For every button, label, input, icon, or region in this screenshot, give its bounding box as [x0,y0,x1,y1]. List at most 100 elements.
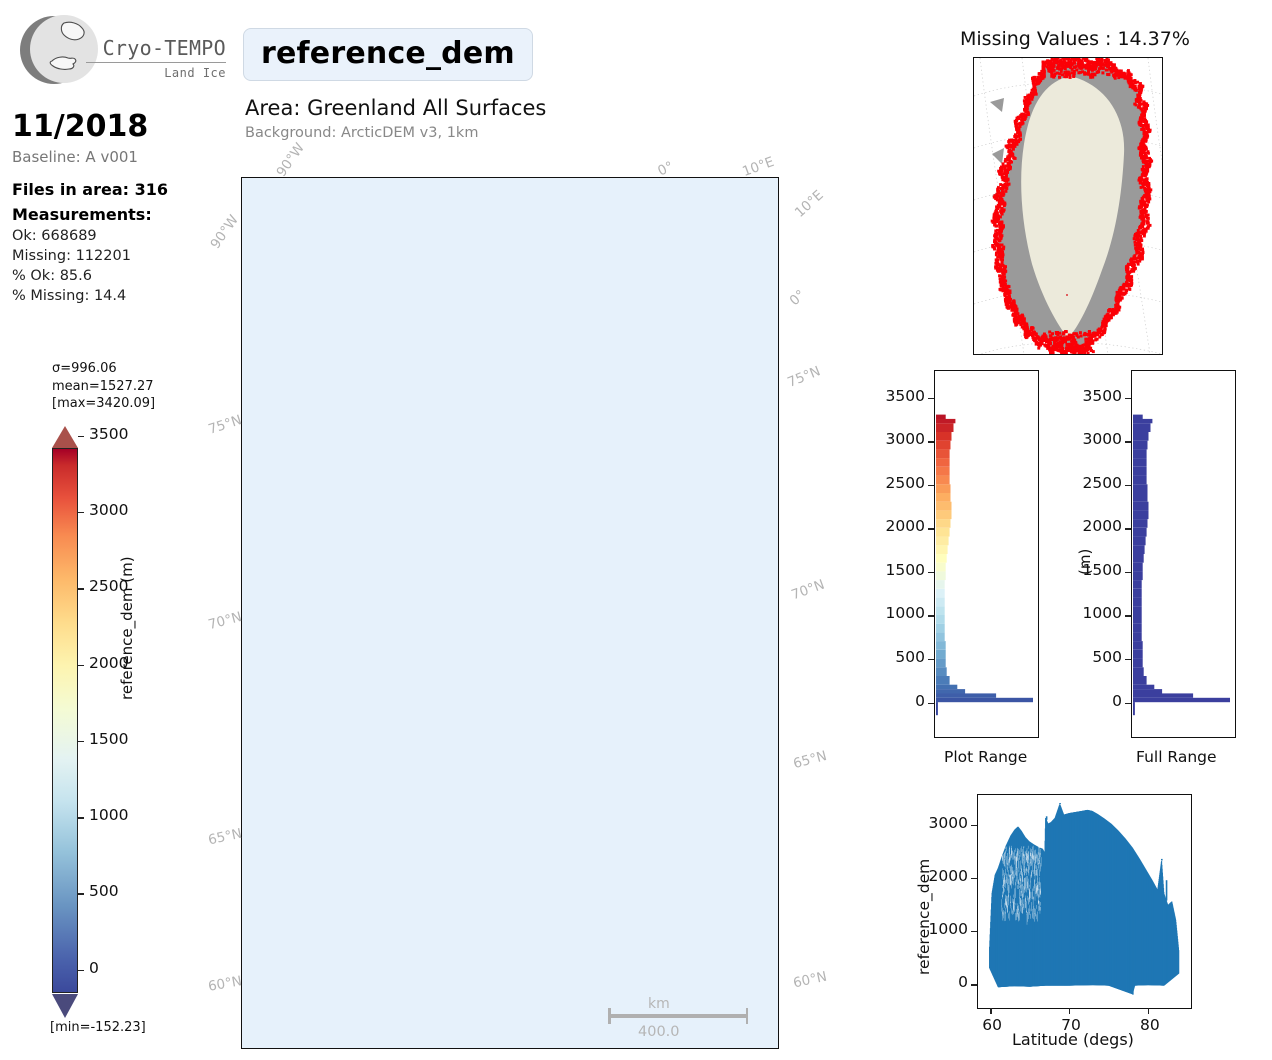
tick-mark [971,984,977,986]
scalebar-value: 400.0 [638,1024,680,1040]
tick-label: 3000 [1082,430,1122,449]
tick-mark [1125,484,1131,487]
hist-tick: 2000 [931,517,1131,535]
map-label-right-70n: 70°N [789,576,827,604]
tick-label: 500 [89,882,119,901]
tick-label: 1500 [885,560,925,579]
tick-label: 2000 [885,517,925,536]
colorbar-max: [max=3420.09] [52,396,156,412]
tick-mark [928,702,934,704]
tick-mark [971,931,977,933]
map-label-right-65n: 65°N [791,747,829,773]
tick-mark [1125,397,1131,399]
colorbar-extend-min-arrow [52,994,78,1018]
tick-label: 3500 [885,386,925,405]
tick-label: 500 [895,647,925,666]
missing-values-title: Missing Values : 14.37% [960,28,1190,50]
tick-mark [78,588,84,590]
tick-label: 3500 [89,424,129,443]
tick-label: 2000 [928,866,968,885]
tick-mark [1125,441,1131,443]
colorbar-tick: 1000 [78,806,148,824]
missing-values-layer [974,58,1162,354]
plot-range-bars [936,414,1033,716]
colorbar-extend-max-arrow [52,426,78,448]
map-ocean-background [242,178,778,1048]
latitude-elevation-scatter[interactable] [977,794,1192,1009]
tick-mark [78,817,84,819]
tick-mark [78,969,84,972]
tick-label: 1500 [1082,560,1122,579]
tick-label: 2500 [1082,473,1122,492]
full-range-xlabel: Full Range [1136,748,1217,766]
main-map[interactable] [241,177,779,1049]
hist-tick: 3000 [734,430,934,448]
tick-mark [928,615,934,617]
baseline-label: Baseline: A v001 [12,148,138,166]
tick-mark [1147,1008,1150,1015]
colorbar-tick: 3500 [78,425,148,443]
tick-mark [928,528,934,530]
scalebar [608,1008,748,1024]
hist-tick: 3500 [734,387,934,405]
colorbar-min: [min=-152.23] [50,1020,146,1035]
tick-mark [990,1008,992,1015]
full-range-histogram[interactable] [1131,370,1236,738]
tick-mark [928,397,934,399]
colorbar-sigma: σ=996.06 [52,361,117,376]
hist-tick: 0 [734,692,934,710]
stat-ok: Ok: 668689 [12,228,97,244]
hist-tick: 1500 [931,561,1131,579]
tick-mark [78,435,84,438]
colorbar-tick: 500 [78,882,148,900]
tick-label: 0 [89,958,99,977]
tick-label: 3000 [928,813,968,832]
area-subtitle: Area: Greenland All Surfaces [245,96,547,120]
cryo-tempo-logo: Cryo-TEMPO Land Ice [14,10,226,90]
tick-mark [1125,528,1131,530]
tick-label: 2000 [1082,517,1122,536]
globe-landmass-icon [49,21,85,70]
tick-mark [928,658,934,661]
scalebar-unit: km [648,996,670,1012]
colorbar-tick: 3000 [78,501,148,519]
map-label-top-90w: 90°W [273,140,308,180]
map-label-right-75n: 75°N [785,363,823,391]
colorbar-tick: 0 [78,959,148,977]
colorbar-stats: σ=996.06 mean=1527.27 [max=3420.09] [52,360,155,413]
background-subtitle: Background: ArcticDEM v3, 1km [245,125,479,141]
plot-range-histogram[interactable] [934,370,1039,738]
tick-mark [928,571,934,574]
hist-tick: 500 [734,648,934,666]
tick-mark [78,512,84,514]
logo-name: Cryo-TEMPO [86,36,226,63]
tick-label: 500 [1092,647,1122,666]
tick-mark [928,441,934,443]
colorbar-mean: mean=1527.27 [52,378,154,394]
hist-tick: 2000 [734,517,934,535]
missing-values-map[interactable] [973,57,1163,355]
page-title: reference_dem [243,28,533,81]
logo-subtitle: Land Ice [164,66,226,80]
colorbar-tick: 1500 [78,730,148,748]
tick-label: 1000 [89,806,129,825]
hist-tick: 2500 [931,474,1131,492]
tick-label: 0 [1112,691,1122,710]
tick-mark [1125,702,1131,704]
map-label-right-10e: 10°E [791,187,827,221]
tick-mark [78,893,84,895]
tick-label: 1000 [928,920,968,939]
stat-pct-missing: % Missing: 14.4 [12,288,127,304]
colorbar-tick: 2500 [78,577,148,595]
hist-tick: 3000 [931,430,1131,448]
colorbar-axis-label: reference_dem (m) [118,556,136,700]
stat-missing: Missing: 112201 [12,248,131,264]
period-date: 11/2018 [12,109,149,144]
plot-range-xlabel: Plot Range [944,748,1028,766]
full-range-bars [1133,414,1230,716]
tick-label: 1000 [1082,604,1122,623]
measurements-label: Measurements: [12,205,152,224]
tick-label: 0 [915,691,925,710]
hist-tick: 500 [931,648,1131,666]
